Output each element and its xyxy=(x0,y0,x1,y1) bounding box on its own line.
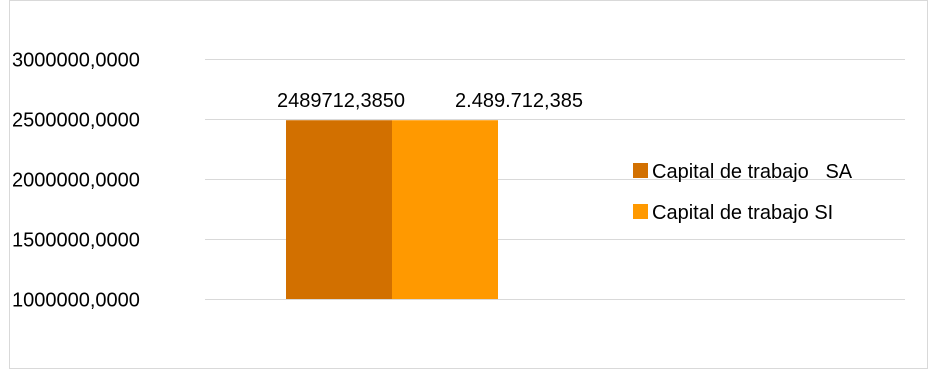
y-axis-tick-labels: 1000000,0000 1500000,0000 2000000,0000 2500… xyxy=(12,50,140,312)
legend-label-si: Capital de trabajo SI xyxy=(652,202,833,224)
y-tick-label-4: 3000000,0000 xyxy=(12,50,140,72)
legend-swatch-sa xyxy=(633,163,648,178)
y-tick-label-1: 1500000,0000 xyxy=(12,230,140,252)
bar-si xyxy=(392,120,498,299)
y-tick-label-3: 2500000,0000 xyxy=(12,110,140,132)
legend-label-sa: Capital de trabajo SA xyxy=(652,161,853,183)
data-labels: 2489712,3850 2.489.712,385 xyxy=(277,90,583,112)
legend: Capital de trabajo SA Capital de trabajo … xyxy=(633,161,853,224)
bar-sa xyxy=(286,120,392,299)
y-tick-label-0: 1000000,0000 xyxy=(12,290,140,312)
chart-border xyxy=(9,0,928,369)
legend-swatch-si xyxy=(633,204,648,219)
y-tick-label-2: 2000000,0000 xyxy=(12,170,140,192)
data-label-sa: 2489712,3850 xyxy=(277,90,405,112)
data-label-si: 2.489.712,385 xyxy=(455,90,583,112)
bars xyxy=(286,120,498,299)
